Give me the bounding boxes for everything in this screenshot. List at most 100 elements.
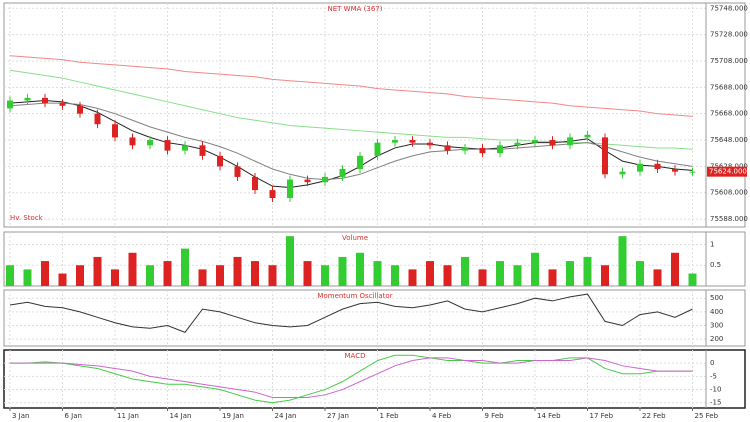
volume-bar — [58, 273, 67, 286]
volume-bar — [41, 261, 49, 286]
moving-average — [9, 69, 693, 150]
x-tick-label: 17 Feb — [590, 412, 614, 420]
candle-body — [392, 140, 398, 143]
x-tick-label: 9 Feb — [485, 412, 505, 420]
x-tick-label: 11 Jan — [117, 412, 139, 420]
volume-bar — [216, 265, 224, 286]
candle-body — [444, 145, 451, 151]
moving-average — [9, 55, 693, 117]
candle-body — [427, 142, 433, 146]
volume-bar — [548, 269, 557, 286]
y-tick-label: 300 — [710, 322, 723, 330]
pane-frame — [3, 349, 746, 409]
y-tick-label: -15 — [710, 399, 721, 407]
volume-bar — [443, 265, 452, 286]
volume-bar — [478, 269, 487, 286]
moving-average — [9, 102, 693, 181]
volume-bar — [601, 265, 609, 286]
volume-bar — [6, 265, 14, 286]
y-tick-label: 75608.000 — [710, 189, 748, 197]
pane-title: NET WMA (367) — [328, 5, 383, 13]
candle-body — [654, 163, 661, 170]
x-tick-label: 14 Feb — [537, 412, 561, 420]
candle-body — [374, 142, 381, 156]
pane-frame — [3, 289, 746, 347]
candle-body — [304, 179, 311, 183]
indicator-line — [10, 357, 693, 398]
x-tick-label: 19 Jan — [222, 412, 244, 420]
candle-body — [182, 145, 188, 151]
candle-body — [689, 171, 696, 173]
candle-body — [269, 190, 276, 199]
pane-frame — [3, 2, 746, 228]
candle-body — [77, 105, 83, 114]
volume-bar — [356, 252, 364, 286]
volume-bar — [671, 252, 679, 286]
y-tick-label: 500 — [710, 294, 723, 302]
candle-body — [497, 145, 503, 154]
indicator-line — [9, 293, 693, 333]
x-tick-label: 6 Jan — [65, 412, 82, 420]
y-tick-label: 75628.000 — [710, 162, 748, 170]
candle-body — [7, 100, 13, 109]
volume-bar — [181, 248, 189, 286]
volume-bar — [233, 256, 242, 286]
volume-bar — [146, 265, 154, 286]
volume-bar — [321, 265, 329, 286]
x-tick-label: 27 Jan — [327, 412, 349, 420]
y-tick-label: 75728.000 — [710, 31, 748, 39]
volume-bar — [163, 261, 172, 286]
volume-bar — [496, 261, 504, 286]
candle-body — [462, 147, 468, 151]
candle-body — [147, 140, 153, 146]
candle-body — [42, 97, 48, 104]
candle-body — [357, 155, 363, 170]
volume-bar — [391, 265, 399, 286]
candle-body — [287, 179, 293, 199]
volume-bar — [286, 236, 294, 286]
y-tick-label: 75668.000 — [710, 110, 748, 118]
volume-bar — [268, 265, 277, 286]
y-tick-label: 75688.000 — [710, 83, 748, 91]
volume-bar — [251, 261, 259, 286]
y-tick-label: 75708.000 — [710, 57, 748, 65]
y-tick-label: 75588.000 — [710, 215, 748, 223]
volume-bar — [653, 269, 662, 286]
volume-bar — [531, 252, 539, 286]
y-tick-label: 400 — [710, 308, 723, 316]
volume-bar — [198, 269, 207, 286]
candle-body — [217, 155, 223, 167]
candle-body — [567, 137, 573, 146]
y-tick-label: 0 — [710, 359, 714, 367]
y-tick-label: -10 — [710, 386, 721, 394]
volume-bar — [688, 273, 697, 286]
candle-body — [252, 176, 258, 191]
candle-body — [59, 103, 66, 106]
y-tick-label: 75748.000 — [710, 4, 748, 12]
x-tick-label: 24 Jan — [275, 412, 297, 420]
pane-title: Volume — [342, 234, 368, 242]
volume-bar — [128, 252, 137, 286]
volume-bar — [373, 261, 382, 286]
y-tick-label: 200 — [710, 335, 723, 343]
x-tick-label: 3 Jan — [12, 412, 29, 420]
candle-body — [584, 134, 591, 138]
volume-bar — [23, 269, 32, 286]
pane-title: MACD — [345, 352, 366, 360]
candle-body — [549, 140, 556, 146]
candle-body — [112, 124, 118, 138]
candle-body — [479, 147, 486, 154]
candle-body — [24, 97, 31, 101]
volume-bar — [408, 269, 417, 286]
candle-body — [234, 166, 241, 177]
volume-bar — [566, 261, 574, 286]
indicator-line — [10, 354, 693, 404]
x-tick-label: 4 Feb — [432, 412, 452, 420]
candle-body — [637, 163, 643, 172]
candle-body — [532, 140, 538, 143]
candle-body — [199, 145, 206, 156]
last-price-label: 75624.000 — [709, 168, 747, 176]
annotation: Hv. Stock — [10, 214, 44, 222]
candle-body — [339, 169, 346, 177]
